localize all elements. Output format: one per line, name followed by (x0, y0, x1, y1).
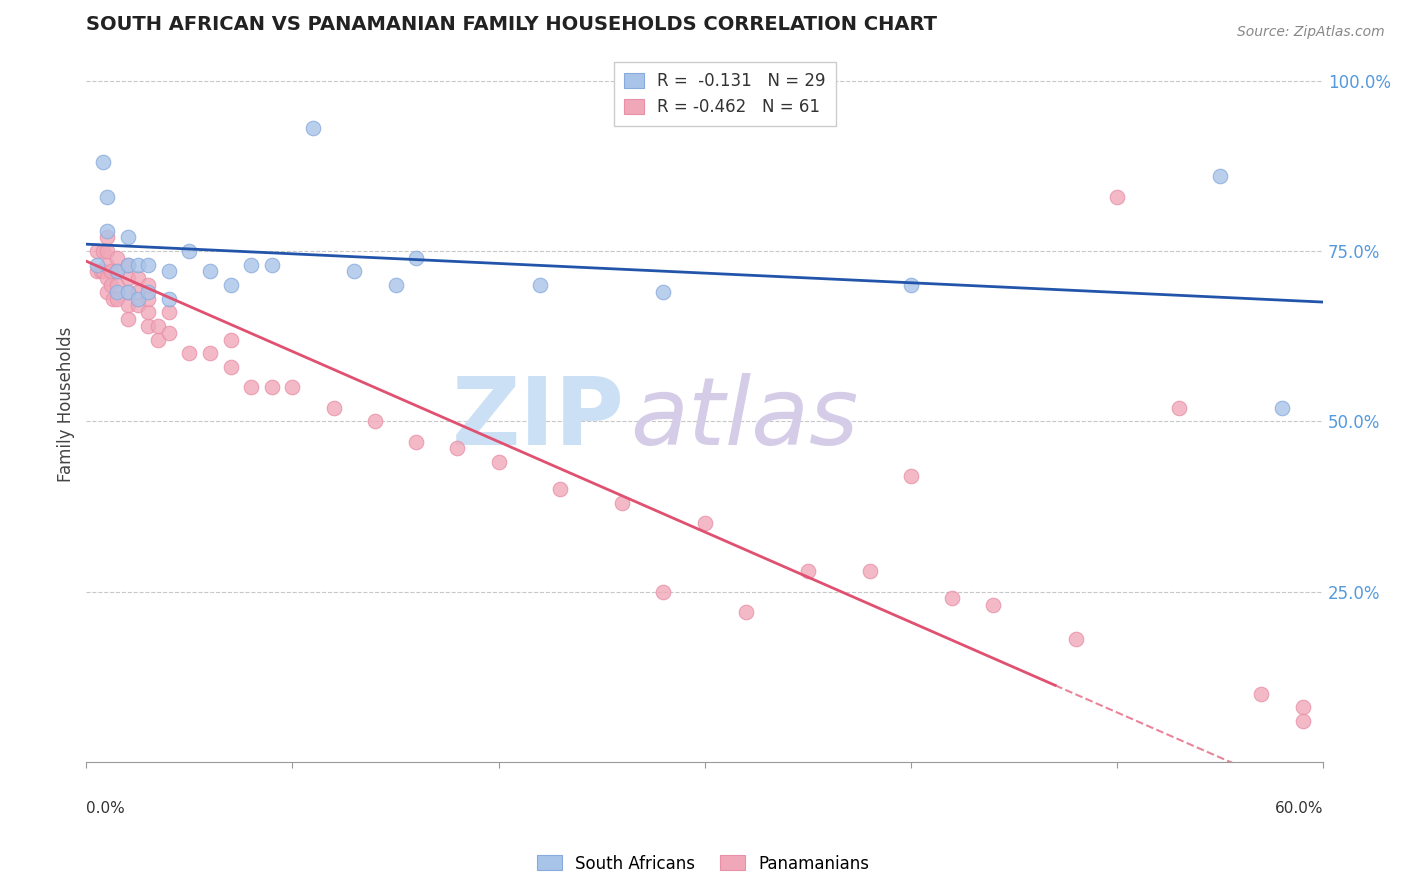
Point (693, 516, 716, 531)
Point (1271, 401, 1294, 415)
Point (117, 285, 139, 299)
Point (117, 298, 139, 312)
Point (157, 305, 180, 319)
Point (612, 496, 634, 510)
Point (405, 251, 427, 265)
Point (157, 326, 180, 340)
Point (157, 292, 180, 306)
Point (260, 258, 283, 272)
Point (91, 155, 114, 169)
Point (384, 278, 406, 293)
Text: 0.0%: 0.0% (86, 801, 125, 816)
Point (240, 258, 263, 272)
Point (105, 285, 128, 299)
Point (240, 380, 263, 394)
Point (105, 264, 128, 278)
Point (859, 564, 882, 578)
Point (117, 271, 139, 285)
Point (1291, 700, 1313, 714)
Point (136, 318, 159, 333)
Point (117, 258, 139, 272)
Point (127, 285, 149, 299)
Point (900, 468, 922, 483)
Point (1291, 714, 1313, 728)
Point (652, 584, 675, 599)
Point (127, 271, 149, 285)
Point (364, 414, 387, 428)
Point (446, 442, 468, 456)
Point (198, 264, 221, 278)
Point (91, 244, 114, 258)
Point (136, 278, 159, 293)
Point (148, 318, 170, 333)
Point (941, 591, 963, 606)
Point (96, 285, 118, 299)
Point (219, 278, 242, 293)
Point (117, 258, 139, 272)
Text: SOUTH AFRICAN VS PANAMANIAN FAMILY HOUSEHOLDS CORRELATION CHART: SOUTH AFRICAN VS PANAMANIAN FAMILY HOUSE… (86, 15, 938, 34)
Point (1250, 687, 1272, 701)
Point (86, 258, 108, 272)
Point (91, 264, 114, 278)
Text: Source: ZipAtlas.com: Source: ZipAtlas.com (1237, 25, 1385, 39)
Point (136, 285, 159, 299)
Point (136, 292, 159, 306)
Point (1167, 401, 1189, 415)
Point (86, 264, 108, 278)
Point (148, 333, 170, 347)
Point (1209, 169, 1232, 183)
Point (105, 292, 128, 306)
Point (219, 359, 242, 374)
Point (1105, 189, 1128, 203)
Point (322, 401, 344, 415)
Point (981, 598, 1004, 612)
Point (96, 258, 118, 272)
Point (281, 380, 304, 394)
Point (90, 264, 112, 278)
Point (96, 244, 118, 258)
Legend: South Africans, Panamanians: South Africans, Panamanians (530, 848, 876, 880)
Point (105, 278, 128, 293)
Point (96, 223, 118, 237)
Point (105, 264, 128, 278)
Point (198, 346, 221, 360)
Point (136, 305, 159, 319)
Point (86, 244, 108, 258)
Point (117, 285, 139, 299)
Point (652, 285, 675, 299)
Text: ZIP: ZIP (451, 373, 624, 465)
Point (117, 230, 139, 244)
Point (735, 605, 758, 619)
Point (117, 312, 139, 326)
Point (157, 264, 180, 278)
Point (127, 258, 149, 272)
Point (219, 333, 242, 347)
Text: atlas: atlas (630, 373, 859, 464)
Point (488, 455, 510, 469)
Point (405, 434, 427, 449)
Point (1064, 632, 1087, 647)
Point (96, 230, 118, 244)
Point (100, 264, 122, 278)
Legend: R =  -0.131   N = 29, R = -0.462   N = 61: R = -0.131 N = 29, R = -0.462 N = 61 (614, 62, 837, 127)
Point (105, 251, 128, 265)
Point (101, 292, 124, 306)
Point (100, 278, 122, 293)
Point (550, 483, 572, 497)
Point (96, 271, 118, 285)
Point (136, 258, 159, 272)
Point (302, 121, 325, 136)
Point (797, 564, 820, 578)
Point (96, 189, 118, 203)
Point (260, 380, 283, 394)
Text: 60.0%: 60.0% (1275, 801, 1323, 816)
Point (343, 264, 366, 278)
Point (127, 292, 149, 306)
Point (529, 278, 551, 293)
Y-axis label: Family Households: Family Households (58, 326, 75, 482)
Point (127, 298, 149, 312)
Point (179, 346, 201, 360)
Point (179, 244, 201, 258)
Point (900, 278, 922, 293)
